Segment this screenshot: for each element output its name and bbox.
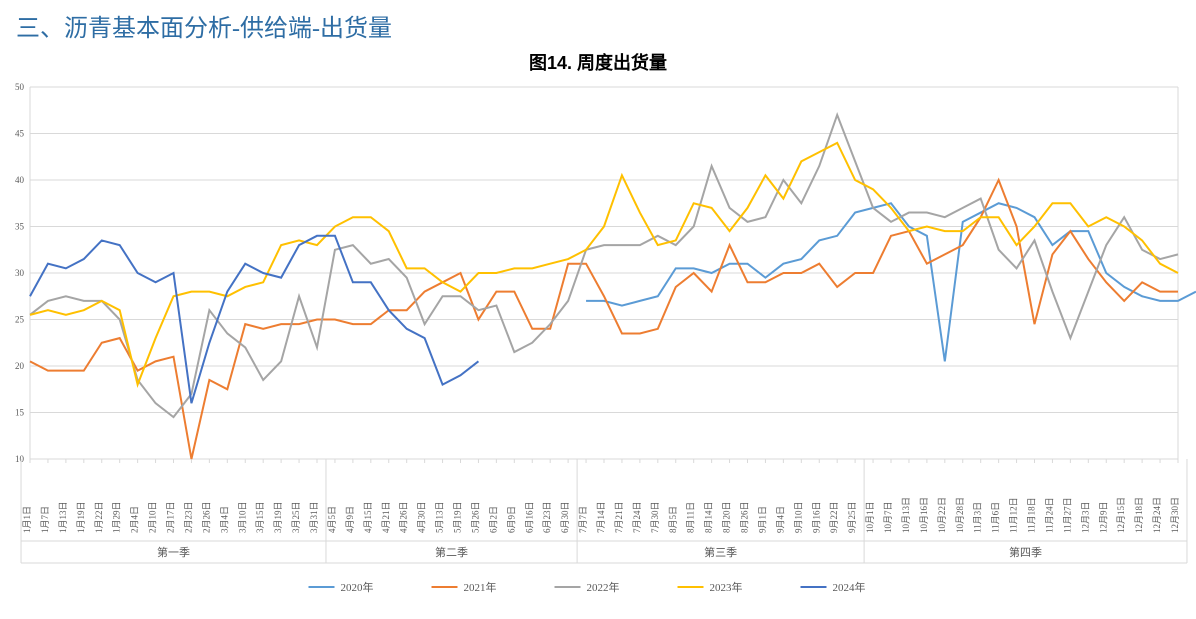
svg-text:2022年: 2022年	[587, 580, 620, 594]
svg-text:2020年: 2020年	[341, 580, 374, 594]
svg-text:9月4日: 9月4日	[775, 506, 785, 533]
svg-text:12月24日: 12月24日	[1152, 497, 1162, 533]
svg-text:8月5日: 8月5日	[668, 506, 678, 533]
svg-text:10月7日: 10月7日	[883, 501, 893, 533]
svg-text:11月27日: 11月27日	[1062, 497, 1072, 533]
svg-text:8月26日: 8月26日	[740, 501, 750, 533]
svg-text:3月31日: 3月31日	[309, 501, 319, 533]
svg-text:15: 15	[15, 408, 25, 418]
svg-text:7月14日: 7月14日	[596, 501, 606, 533]
svg-text:2021年: 2021年	[464, 580, 497, 594]
svg-text:9月10日: 9月10日	[793, 501, 803, 533]
svg-text:10: 10	[15, 454, 25, 464]
svg-text:4月26日: 4月26日	[399, 501, 409, 533]
svg-text:6月23日: 6月23日	[542, 501, 552, 533]
svg-text:7月24日: 7月24日	[632, 501, 642, 533]
svg-text:9月1日: 9月1日	[757, 506, 767, 533]
svg-text:6月2日: 6月2日	[488, 506, 498, 533]
svg-text:12月9日: 12月9日	[1098, 501, 1108, 533]
svg-text:第四季: 第四季	[1009, 545, 1042, 559]
svg-text:3月15日: 3月15日	[255, 501, 265, 533]
svg-text:5月26日: 5月26日	[470, 501, 480, 533]
svg-text:10月28日: 10月28日	[955, 497, 965, 533]
svg-text:3月10日: 3月10日	[237, 501, 247, 533]
svg-text:45: 45	[15, 129, 25, 139]
svg-text:第三季: 第三季	[704, 545, 737, 559]
svg-text:7月21日: 7月21日	[614, 501, 624, 533]
svg-text:4月30日: 4月30日	[417, 501, 427, 533]
svg-text:4月21日: 4月21日	[381, 501, 391, 533]
svg-text:11月18日: 11月18日	[1027, 497, 1037, 533]
svg-text:12月15日: 12月15日	[1116, 497, 1126, 533]
svg-text:1月29日: 1月29日	[112, 501, 122, 533]
svg-text:4月15日: 4月15日	[363, 501, 373, 533]
svg-text:第二季: 第二季	[435, 545, 468, 559]
svg-text:12月3日: 12月3日	[1080, 501, 1090, 533]
svg-text:9月25日: 9月25日	[847, 501, 857, 533]
svg-text:5月13日: 5月13日	[435, 501, 445, 533]
svg-text:25: 25	[15, 315, 25, 325]
page-title: 三、沥青基本面分析-供给端-出货量	[0, 0, 1196, 47]
svg-text:50: 50	[15, 82, 25, 92]
svg-text:35: 35	[15, 222, 25, 232]
svg-text:6月9日: 6月9日	[506, 506, 516, 533]
line-chart: 10 15 20 25 30 35 40 45 50 1月1日 1月7日 1月13日 1月19日 1月22…	[0, 79, 1196, 619]
svg-text:2月10日: 2月10日	[148, 501, 158, 533]
svg-text:1月7日: 1月7日	[40, 506, 50, 533]
svg-text:2月26日: 2月26日	[201, 501, 211, 533]
svg-text:11月3日: 11月3日	[973, 502, 983, 533]
svg-text:11月12日: 11月12日	[1009, 497, 1019, 533]
svg-text:40: 40	[15, 175, 25, 185]
svg-text:3月25日: 3月25日	[291, 501, 301, 533]
svg-text:3月4日: 3月4日	[219, 506, 229, 533]
svg-text:2月17日: 2月17日	[166, 501, 176, 533]
svg-text:12月18日: 12月18日	[1134, 497, 1144, 533]
svg-text:6月30日: 6月30日	[560, 501, 570, 533]
svg-text:12月30日: 12月30日	[1170, 497, 1180, 533]
svg-text:6月16日: 6月16日	[524, 501, 534, 533]
chart-title: 图14. 周度出货量	[0, 49, 1196, 75]
svg-text:1月22日: 1月22日	[94, 501, 104, 533]
svg-text:5月19日: 5月19日	[453, 501, 463, 533]
svg-text:2024年: 2024年	[833, 580, 866, 594]
svg-text:1月1日: 1月1日	[22, 506, 32, 533]
svg-text:4月9日: 4月9日	[345, 506, 355, 533]
svg-text:9月16日: 9月16日	[811, 501, 821, 533]
svg-text:8月14日: 8月14日	[704, 501, 714, 533]
svg-text:20: 20	[15, 361, 25, 371]
svg-text:10月1日: 10月1日	[865, 501, 875, 533]
svg-text:3月19日: 3月19日	[273, 501, 283, 533]
svg-text:2023年: 2023年	[710, 580, 743, 594]
svg-text:8月20日: 8月20日	[722, 501, 732, 533]
svg-text:1月13日: 1月13日	[58, 501, 68, 533]
svg-text:10月13日: 10月13日	[901, 497, 911, 533]
svg-text:11月6日: 11月6日	[991, 502, 1001, 533]
svg-text:第一季: 第一季	[157, 545, 190, 559]
svg-text:10月16日: 10月16日	[919, 497, 929, 533]
svg-text:2月4日: 2月4日	[130, 506, 140, 533]
chart-svg: 10 15 20 25 30 35 40 45 50 1月1日 1月7日 1月13日 1月19日 1月22…	[0, 79, 1196, 619]
svg-text:8月11日: 8月11日	[686, 502, 696, 533]
svg-text:1月19日: 1月19日	[76, 501, 86, 533]
svg-text:30: 30	[15, 268, 25, 278]
svg-text:4月5日: 4月5日	[327, 506, 337, 533]
svg-text:11月24日: 11月24日	[1044, 497, 1054, 533]
svg-text:7月30日: 7月30日	[650, 501, 660, 533]
svg-text:10月22日: 10月22日	[937, 497, 947, 533]
svg-text:7月7日: 7月7日	[578, 506, 588, 533]
svg-text:2月23日: 2月23日	[183, 501, 193, 533]
svg-text:9月22日: 9月22日	[829, 501, 839, 533]
